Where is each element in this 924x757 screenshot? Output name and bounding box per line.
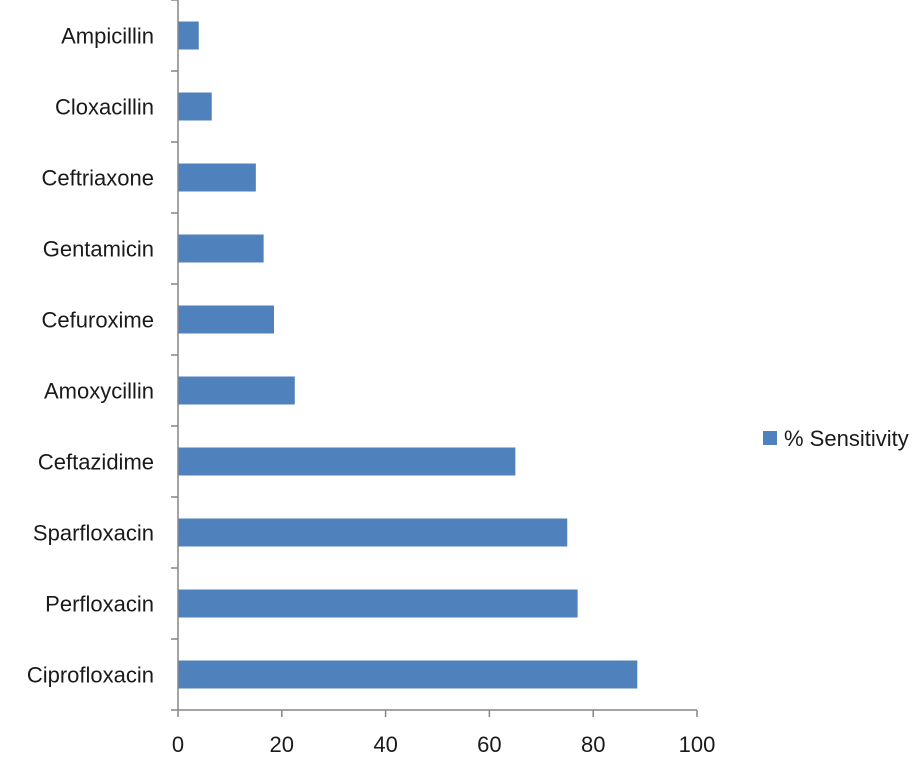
legend-label-sensitivity: % Sensitivity — [784, 426, 909, 451]
category-label-cloxacillin: Cloxacillin — [55, 95, 154, 120]
category-label-gentamicin: Gentamicin — [43, 237, 154, 262]
category-label-cefuroxime: Cefuroxime — [42, 308, 154, 333]
category-label-perfloxacin: Perfloxacin — [45, 592, 154, 617]
bar-amoxycillin — [178, 376, 295, 405]
bar-cloxacillin — [178, 92, 212, 121]
bar-cefuroxime — [178, 305, 275, 334]
bar-sparfloxacin — [178, 518, 568, 547]
x-tick-label-60: 60 — [477, 732, 501, 757]
bar-ciprofloxacin — [178, 660, 638, 689]
bar-perfloxacin — [178, 589, 578, 618]
x-tick-label-80: 80 — [581, 732, 605, 757]
category-label-sparfloxacin: Sparfloxacin — [33, 521, 154, 546]
legend: % Sensitivity — [763, 426, 909, 451]
bar-ceftriaxone — [178, 163, 256, 192]
plot-area: Ampicillin Cloxacillin Ceftriaxone Gentamic… — [27, 0, 716, 757]
category-label-amoxycillin: Amoxycillin — [44, 379, 154, 404]
category-label-ampicillin: Ampicillin — [61, 24, 154, 49]
category-label-ciprofloxacin: Ciprofloxacin — [27, 663, 154, 688]
bar-gentamicin — [178, 234, 264, 263]
bar-ceftazidime — [178, 447, 516, 476]
x-tick-label-100: 100 — [679, 732, 716, 757]
category-label-ceftazidime: Ceftazidime — [38, 450, 154, 475]
category-label-ceftriaxone: Ceftriaxone — [41, 166, 154, 191]
bar-ampicillin — [178, 21, 199, 50]
x-tick-label-0: 0 — [172, 732, 184, 757]
legend-swatch — [763, 431, 777, 445]
x-tick-label-40: 40 — [373, 732, 397, 757]
x-tick-label-20: 20 — [270, 732, 294, 757]
